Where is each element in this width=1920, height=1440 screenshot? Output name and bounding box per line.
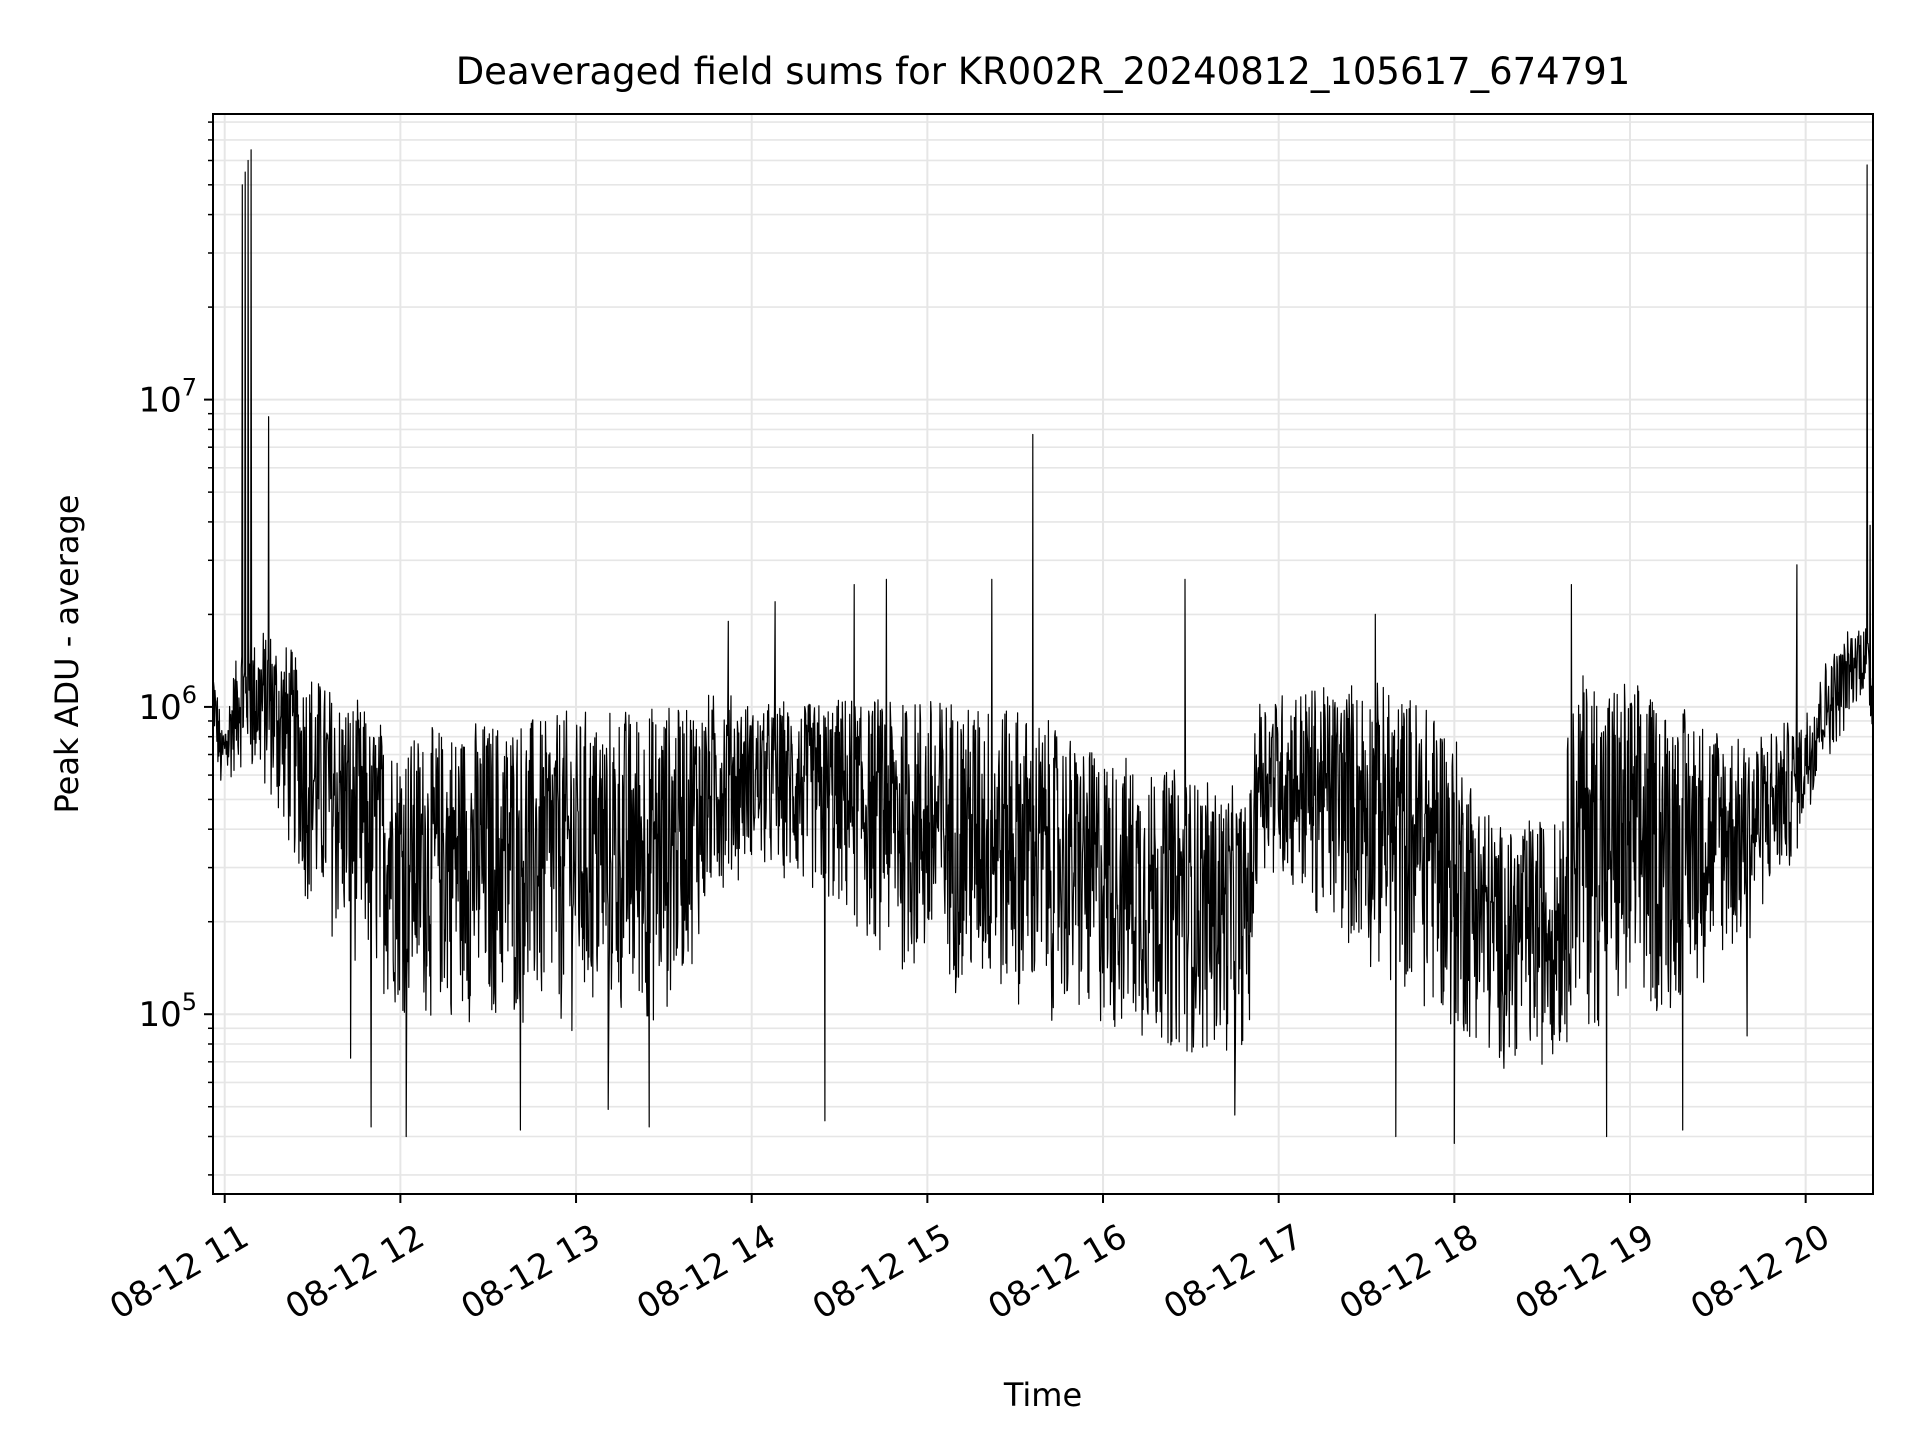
y-axis: 105 106 107: [138, 121, 213, 1176]
y-tick-label: 106: [138, 681, 197, 728]
plot-frame: [212, 113, 1874, 1195]
data-series: [212, 149, 1874, 1144]
chart-title: Deaveraged field sums for KR002R_2024081…: [456, 50, 1631, 93]
y-axis-label: Peak ADU - average: [48, 495, 86, 814]
series-line: [212, 149, 1874, 1144]
x-axis-label: Time: [1003, 1376, 1082, 1414]
y-tick-label: 105: [138, 988, 197, 1035]
y-tick-label: 107: [138, 374, 197, 421]
